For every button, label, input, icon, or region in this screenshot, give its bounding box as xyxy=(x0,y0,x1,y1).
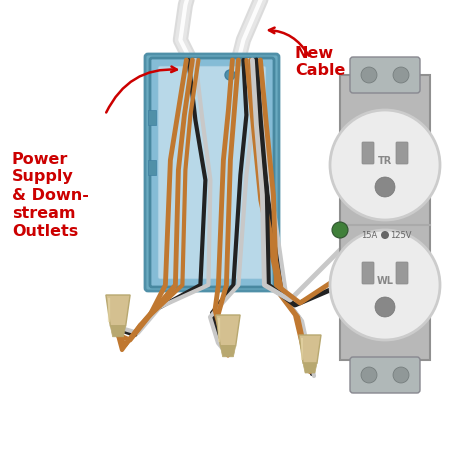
Bar xyxy=(148,110,156,125)
Circle shape xyxy=(332,287,348,303)
Circle shape xyxy=(393,67,409,83)
Text: TR: TR xyxy=(378,156,392,166)
Polygon shape xyxy=(106,295,130,326)
Polygon shape xyxy=(303,363,317,373)
FancyBboxPatch shape xyxy=(145,54,279,291)
Polygon shape xyxy=(110,326,126,337)
Bar xyxy=(340,75,430,360)
FancyBboxPatch shape xyxy=(396,142,408,164)
Circle shape xyxy=(330,110,440,220)
Bar xyxy=(148,160,156,175)
FancyBboxPatch shape xyxy=(362,262,374,284)
Circle shape xyxy=(375,177,395,197)
Text: WL: WL xyxy=(376,276,393,286)
Polygon shape xyxy=(299,335,321,363)
Circle shape xyxy=(361,367,377,383)
Circle shape xyxy=(332,167,348,183)
Circle shape xyxy=(361,67,377,83)
Circle shape xyxy=(375,297,395,317)
FancyBboxPatch shape xyxy=(396,262,408,284)
FancyBboxPatch shape xyxy=(350,357,420,393)
Text: New
Cable: New Cable xyxy=(295,46,346,78)
Circle shape xyxy=(332,222,348,238)
FancyBboxPatch shape xyxy=(150,58,274,287)
FancyBboxPatch shape xyxy=(158,66,266,279)
Circle shape xyxy=(330,230,440,340)
Text: Power
Supply
& Down-
stream
Outlets: Power Supply & Down- stream Outlets xyxy=(12,152,89,238)
Text: 15A: 15A xyxy=(361,230,377,239)
Polygon shape xyxy=(216,315,240,346)
Circle shape xyxy=(381,231,389,239)
Circle shape xyxy=(225,70,235,80)
Circle shape xyxy=(393,367,409,383)
FancyBboxPatch shape xyxy=(350,57,420,93)
FancyBboxPatch shape xyxy=(362,142,374,164)
Circle shape xyxy=(422,287,438,303)
Circle shape xyxy=(422,167,438,183)
Text: 125V: 125V xyxy=(390,230,412,239)
Polygon shape xyxy=(220,346,236,357)
